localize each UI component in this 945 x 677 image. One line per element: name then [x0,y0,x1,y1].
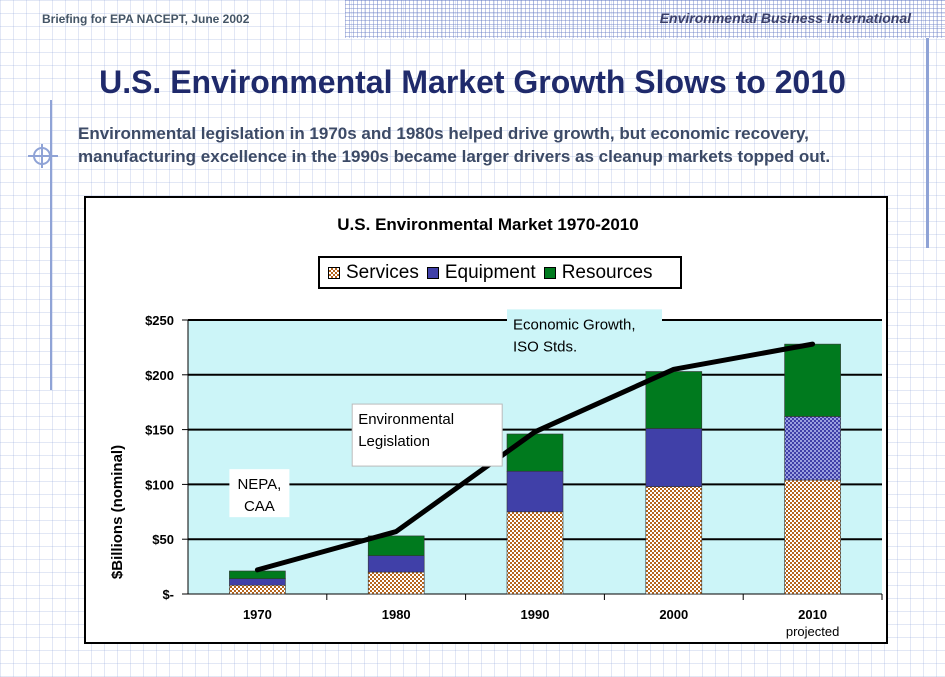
bar-equipment-1970 [229,579,285,586]
legend-item-equipment: Equipment [427,262,536,284]
bar-equipment-2010 [785,416,841,480]
annotation-text: Environmental [358,411,454,428]
x-tick-label: 1980 [382,607,411,622]
bar-services-2010 [785,480,841,594]
slide-subtitle: Environmental legislation in 1970s and 1… [78,122,928,168]
bar-services-1990 [507,512,563,594]
header-left-text: Briefing for EPA NACEPT, June 2002 [42,12,249,26]
bar-resources-2010 [785,344,841,416]
bar-services-1970 [229,585,285,594]
y-tick-label: $200 [145,368,174,383]
bullet-icon [28,144,58,168]
bar-services-1980 [368,572,424,594]
bar-equipment-1990 [507,471,563,512]
bar-equipment-2000 [646,429,702,487]
x-tick-label: 2010 [798,607,827,622]
legend-label-resources: Resources [562,262,653,284]
legend-label-equipment: Equipment [445,262,536,284]
y-tick-label: $50 [152,532,174,547]
legend-item-resources: Resources [544,262,653,284]
chart-frame: U.S. Environmental Market 1970-2010 $Bil… [84,196,888,644]
header-right-text: Environmental Business International [660,10,911,26]
annotation-text: ISO Stds. [513,338,577,355]
legend-swatch-resources [544,267,556,279]
annotation-text: NEPA, [237,476,281,493]
x-tick-label: 1970 [243,607,272,622]
x-tick-label: 2000 [659,607,688,622]
legend-swatch-services [328,267,340,279]
chart-title: U.S. Environmental Market 1970-2010 [337,215,638,234]
annotation-text: CAA [244,498,275,515]
bar-equipment-1980 [368,556,424,572]
y-axis-label: $Billions (nominal) [109,445,126,579]
annotation-text: Economic Growth, [513,316,636,333]
legend-swatch-equipment [427,267,439,279]
y-tick-label: $150 [145,423,174,438]
x-tick-label: 1990 [521,607,550,622]
legend-label-services: Services [346,262,419,284]
slide-title: U.S. Environmental Market Growth Slows t… [0,64,945,101]
bar-resources-1990 [507,434,563,471]
y-tick-label: $- [162,587,174,602]
legend-item-services: Services [328,262,419,284]
x-tick-sublabel: projected [786,624,839,639]
bar-services-2000 [646,487,702,594]
y-tick-label: $250 [145,313,174,328]
chart-legend: Services Equipment Resources [318,256,682,289]
y-tick-label: $100 [145,477,174,492]
annotation-text: Legislation [358,433,430,450]
